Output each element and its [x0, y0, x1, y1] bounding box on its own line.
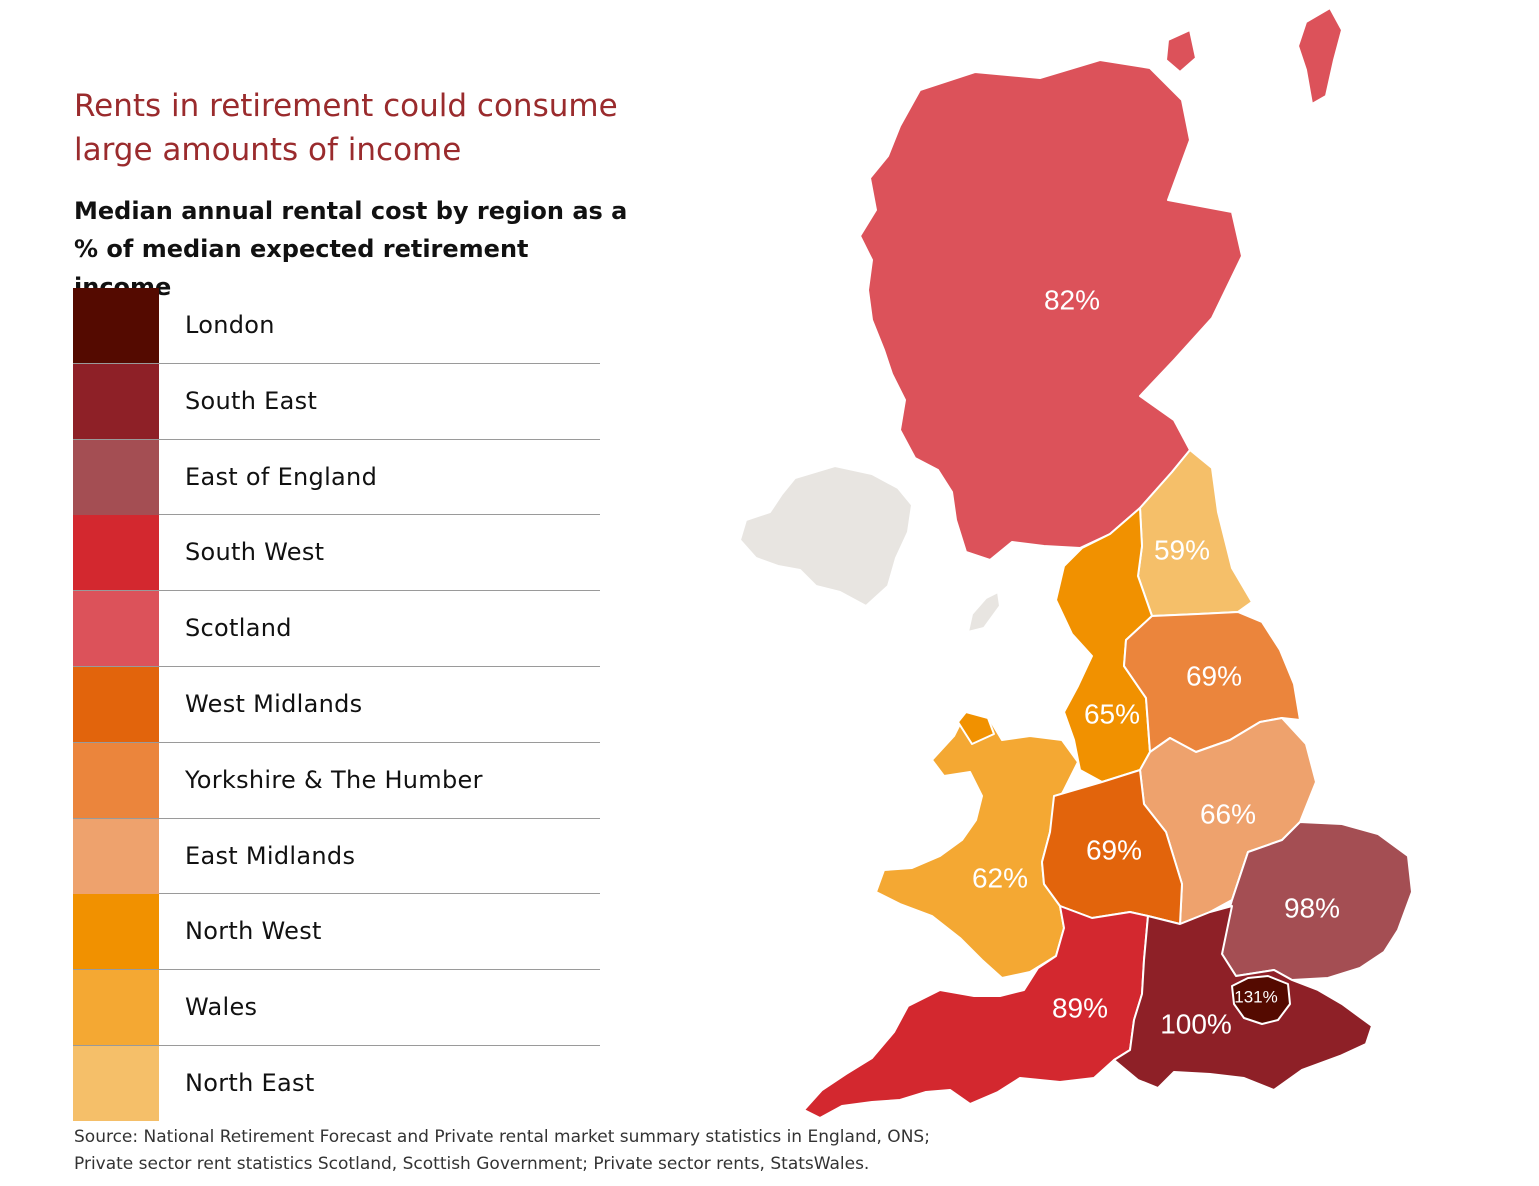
source-line-1: Source: National Retirement Forecast and… [74, 1127, 930, 1147]
region-isle-of-man [967, 591, 1001, 633]
legend-label: Yorkshire & The Humber [185, 765, 483, 794]
label-north-west: 65% [1084, 698, 1140, 729]
label-west-midlands: 69% [1086, 834, 1142, 865]
legend-item-east-of-england: East of England [73, 439, 600, 516]
legend-label: North West [185, 917, 322, 946]
label-north-east: 59% [1154, 534, 1210, 565]
legend-item-wales: Wales [73, 970, 600, 1046]
region-shetland [1297, 7, 1343, 105]
legend-swatch [73, 894, 159, 970]
legend-swatch [73, 363, 159, 439]
legend-label: West Midlands [185, 689, 363, 718]
region-london [1231, 975, 1291, 1025]
legend-label: Scotland [185, 614, 292, 643]
legend-item-south-east: South East [73, 363, 600, 440]
legend-swatch [73, 742, 159, 818]
label-london: 131% [1234, 987, 1277, 1006]
source-note: Source: National Retirement Forecast and… [74, 1124, 1074, 1178]
region-scotland [859, 59, 1243, 561]
legend-item-west-midlands: West Midlands [73, 666, 600, 743]
legend-swatch [73, 515, 159, 591]
region-northern-ireland [739, 465, 913, 607]
label-yorkshire: 69% [1186, 660, 1242, 691]
label-south-east: 100% [1160, 1008, 1232, 1039]
legend: London South East East of England South … [73, 288, 600, 1121]
source-line-2: Private sector rent statistics Scotland,… [74, 1154, 870, 1174]
legend-item-south-west: South West [73, 515, 600, 592]
legend-swatch [73, 666, 159, 742]
legend-item-scotland: Scotland [73, 591, 600, 667]
legend-label: South West [185, 538, 325, 567]
legend-item-north-east: North East [73, 1045, 600, 1121]
label-east-of-england: 98% [1284, 892, 1340, 923]
legend-swatch [73, 970, 159, 1046]
legend-item-yorkshire: Yorkshire & The Humber [73, 742, 600, 819]
legend-label: London [185, 311, 275, 339]
legend-label: East Midlands [185, 841, 356, 870]
chart-title: Rents in retirement could consume large … [74, 88, 618, 168]
legend-label: East of England [185, 462, 378, 491]
legend-label: South East [185, 386, 318, 415]
legend-swatch [73, 439, 159, 515]
region-orkney [1165, 29, 1197, 73]
legend-swatch [73, 1045, 159, 1121]
label-east-midlands: 66% [1200, 798, 1256, 829]
region-anglesey [957, 711, 995, 745]
label-scotland: 82% [1044, 284, 1100, 315]
legend-label: Wales [185, 993, 258, 1022]
legend-item-east-midlands: East Midlands [73, 818, 600, 895]
region-wales [875, 715, 1079, 979]
legend-item-north-west: North West [73, 894, 600, 971]
label-south-west: 89% [1052, 992, 1108, 1023]
label-wales: 62% [972, 862, 1028, 893]
legend-item-london: London [73, 288, 600, 364]
legend-swatch [73, 591, 159, 667]
legend-label: North East [185, 1068, 315, 1097]
legend-swatch [73, 818, 159, 894]
legend-swatch [73, 288, 159, 363]
